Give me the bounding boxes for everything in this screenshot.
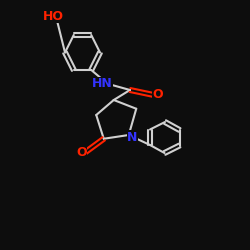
Text: HN: HN [92, 77, 112, 90]
Text: O: O [76, 146, 86, 159]
Text: N: N [127, 131, 138, 144]
Text: O: O [152, 88, 163, 102]
Text: HO: HO [43, 10, 64, 23]
